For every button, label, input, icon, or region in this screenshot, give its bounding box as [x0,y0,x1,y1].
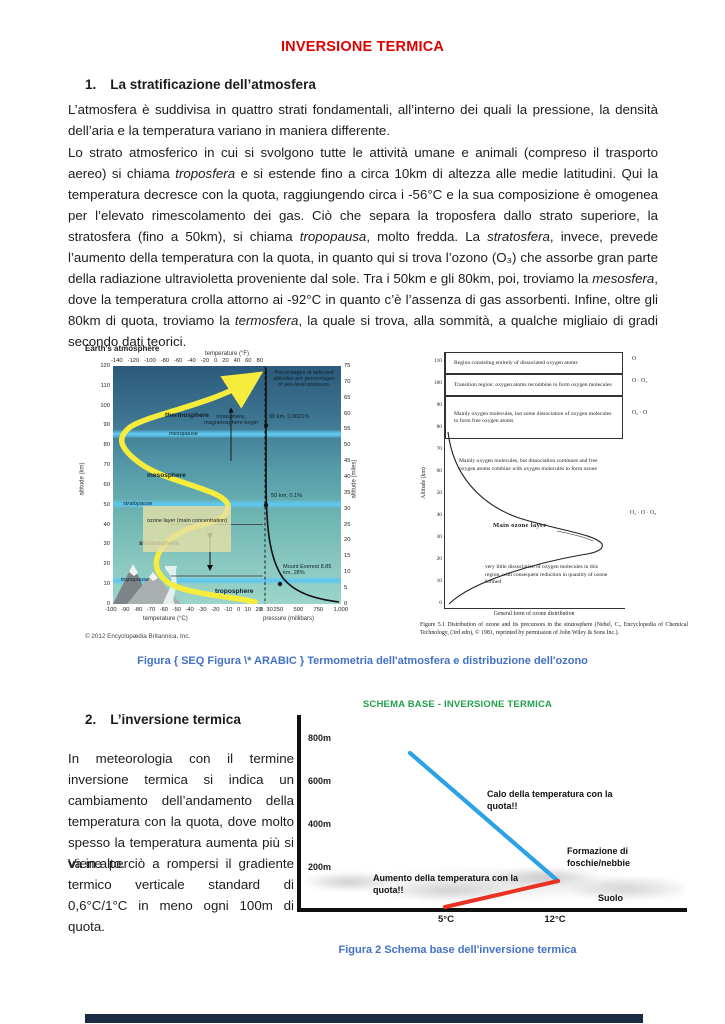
section2-number: 2. [85,712,97,727]
section2-title: L’inversione termica [110,712,241,727]
ytick-200m: 200m [308,862,332,872]
ozone-curve [447,431,603,605]
section1-number: 1. [85,77,97,92]
point-90km: 90 km, 0.0001% [269,414,310,420]
percentages-note: Percentages at selected altitudes are pe… [273,370,335,388]
section1-heading: 1. La stratificazione dell’atmosfera [85,77,316,92]
next-page-separator [85,1014,643,1023]
mesopause-band [113,430,341,438]
paragraph-segment: stratosfera [487,229,550,244]
schema-title: SCHEMA BASE - INVERSIONE TERMICA [362,699,553,710]
paragraph-segment: e si estende fino a circa 10km di altezz… [68,166,658,244]
region-box-1: Region consisting entirely of dissociate… [445,352,623,374]
britannica-copyright: © 2012 Encyclopædia Britannica, Inc. [85,633,191,640]
layer-stratopause: stratopause [123,501,153,507]
fahrenheit-axis-label: temperature (°F) [204,351,250,357]
section2-paragraph-2: Viene perciò a rompersi il gradiente ter… [68,856,294,934]
point-everest: Mount Everest 8.85 km, 28% [283,564,332,576]
region-text-4: Mainly oxygen molecules, but dissociatio… [459,458,598,472]
species-O2-O: O₂ · O [632,410,648,416]
label-formazione: Formazione di foschie/nebbie [567,846,631,868]
layer-tropopause: tropopause [121,577,149,583]
fahrenheit-ticks: -140 -120 -100 -80 -60 -40 -20 0 20 40 60 80 [111,358,263,364]
paragraph-segment: tropopausa [299,229,367,244]
pressure-axis-label: pressure (millibars) [263,616,315,622]
ozone-x-caption: General form of ozone distribution [493,611,575,617]
celsius-ticks: -100 -90 -80 -70 -60 -50 -40 -30 -20 -10 0 10 20 30 [105,607,273,613]
km-ticks: 120 110 100 90 80 70 60 50 40 30 20 10 0 [100,363,110,607]
paragraph-segment: , dove la temperatura crolla attorno ai … [68,271,658,328]
ytick-400m: 400m [308,819,332,829]
label-suolo: Suolo [598,893,623,903]
paragraph-segment: mesosfera [592,271,655,286]
paragraph-segment: Lo strato atmosferico in cui si svolgono… [68,145,658,181]
layer-mesopause: mesopause [169,431,198,437]
label-aumento: Aumento della temperatura con la quota!! [373,873,519,895]
schema-x-axis [297,908,687,912]
celsius-axis-label: temperature (°C) [143,616,188,622]
section1-paragraph-2: Lo strato atmosferico in cui si svolgono… [68,142,658,352]
cooling-line [407,750,561,884]
ozone-layer-label: ozone layer (main concentration) [146,518,228,524]
main-ozone-layer-label: Main ozone layer [493,522,547,529]
ionosphere-note: ionosphere, magnetosphere begin [203,414,259,426]
inversion-schema-chart: SCHEMA BASE - INVERSIONE TERMICA 800m 60… [295,693,693,929]
paragraph-segment: , invece, prevede l’aumento della temper… [68,229,658,286]
ozone-layer-box [143,506,231,552]
point-50km: 50 km, 0.1% [271,493,303,499]
figure2-caption: Figura 2 Schema base dell'inversione ter… [338,944,577,956]
figure1-title: Earth's atmosphere [85,344,160,353]
section1-title: La stratificazione dell’atmosfera [110,77,316,92]
ytick-600m: 600m [308,776,332,786]
xtick-12c: 12°C [544,914,566,925]
schema-lines [407,750,561,909]
xtick-5c: 5°C [438,914,454,925]
tropopause-band [113,577,341,584]
figure51-caption: Figure 5.1 Distribution of ozone and its… [420,622,688,636]
region-box-3: Mainly oxygen molecules, but some dissoc… [445,396,623,439]
section2-heading: 2. L’inversione termica [85,712,241,727]
paragraph-segment: , molto fredda. La [366,229,488,244]
section1-paragraph-1: L’atmosfera è suddivisa in quattro strat… [68,102,658,138]
section2-paragraph-1: In meteorologia con il termine inversion… [68,751,294,871]
page-title: INVERSIONE TERMICA [280,39,445,55]
fog-band [303,861,685,907]
schema-y-axis [297,715,301,911]
altitude-ticks: 110 100 90 80 70 60 50 40 30 20 10 0 [433,358,442,606]
paragraph-segment: termosfera [234,313,299,328]
species-O2-O-O3: O₂ · O · O₃ [630,510,657,516]
pressure-ticks: 0 250 500 750 1,000 [260,607,348,613]
cloud-funnel [163,566,177,604]
paragraph-segment: , la quale si trova, alla sommità, a qua… [68,313,658,349]
temperature-profile-curve [118,371,264,604]
figure-ozone-distribution: Altitude (km) 110 100 90 80 70 60 50 40 30 20 10 0 … [420,350,688,648]
inversion-line [443,879,560,909]
layer-thermosphere: thermosphere [165,412,209,419]
species-O: O [632,356,637,362]
km-axis-label: altitude (km) [79,462,86,496]
figure-atmosphere-diagram: Earth's atmosphere temperature (°F) -140… [79,344,399,644]
ozone-plot-area: Region consisting entirely of dissociate… [444,352,625,609]
species-O-O2: O · O₂ [632,378,648,384]
layer-mesosphere: mesosphere [147,472,186,479]
region-box-2: Transition region: oxygen atoms recombin… [445,374,623,396]
miles-ticks: 75 70 65 60 55 50 45 40 35 30 25 20 15 10 5 0 [344,363,351,607]
figure1-caption: Figura { SEQ Figura \* ARABIC } Termomet… [137,655,588,667]
ytick-800m: 800m [308,733,332,743]
miles-axis-label: altitude (miles) [351,459,358,499]
paragraph-segment: troposfera [175,166,236,181]
label-calo: Calo della temperatura con la quota!! [487,789,613,811]
atmosphere-plot-area: thermosphere mesopause mesosphere strato… [113,366,341,604]
region-text-5: very little dissociation of oxygen molec… [485,564,608,585]
layer-troposphere: troposphere [215,588,254,595]
